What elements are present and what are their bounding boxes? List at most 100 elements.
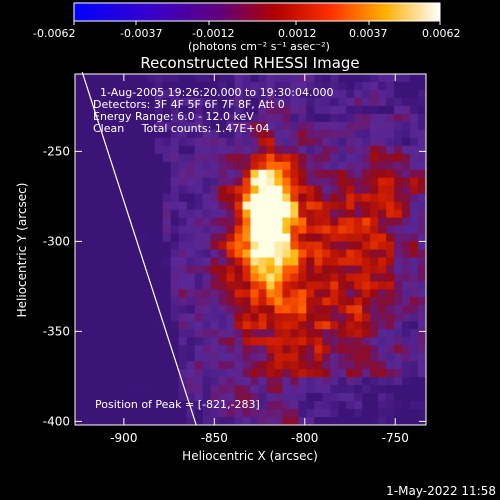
heatmap-cell (122, 265, 132, 274)
heatmap-cell (394, 369, 403, 378)
heatmap-cell (266, 169, 275, 179)
heatmap-cell (338, 153, 347, 163)
heatmap-cell (354, 329, 363, 338)
heatmap-cell (274, 89, 283, 99)
heatmap-cell (154, 137, 164, 147)
heatmap-cell (338, 225, 347, 234)
heatmap-cell (154, 241, 164, 250)
heatmap-cell (378, 217, 387, 226)
heatmap-cell (226, 233, 235, 242)
heatmap-cell (130, 177, 140, 187)
heatmap-cell (194, 393, 204, 402)
heatmap-cell (82, 121, 92, 131)
heatmap-cell (394, 353, 403, 362)
heatmap-cell (98, 241, 108, 250)
heatmap-cell (298, 417, 307, 425)
heatmap-cell (338, 353, 347, 362)
heatmap-cell (290, 225, 299, 234)
heatmap-cell (266, 337, 275, 346)
heatmap-cell (290, 289, 299, 298)
heatmap-cell (306, 257, 315, 266)
heatmap-cell (266, 281, 275, 290)
heatmap-cell (282, 305, 291, 314)
heatmap-cell (346, 313, 355, 322)
heatmap-cell (218, 193, 227, 203)
heatmap-cell (410, 145, 419, 155)
heatmap-cell (306, 217, 315, 226)
heatmap-cell (202, 281, 212, 290)
heatmap-cell (362, 209, 371, 218)
heatmap-cell (362, 289, 371, 298)
heatmap-cell (314, 273, 323, 282)
heatmap-cell (362, 273, 371, 282)
heatmap-cell (410, 177, 419, 187)
heatmap-cell (418, 209, 426, 218)
heatmap-cell (386, 273, 395, 282)
heatmap-cell (258, 217, 267, 226)
heatmap-cell (226, 113, 235, 123)
heatmap-cell (346, 305, 355, 314)
heatmap-cell (418, 233, 426, 242)
heatmap-cell (386, 74, 395, 83)
heatmap-cell (234, 289, 243, 298)
heatmap-cell (194, 233, 204, 242)
heatmap-cell (274, 297, 283, 306)
heatmap-cell (314, 385, 323, 394)
heatmap-cell (330, 385, 339, 394)
heatmap-cell (338, 305, 347, 314)
heatmap-cell (234, 129, 243, 139)
heatmap-cell (386, 345, 395, 354)
heatmap-cell (194, 385, 204, 394)
heatmap-cell (378, 385, 387, 394)
heatmap-cell (322, 417, 331, 425)
heatmap-cell (282, 137, 291, 147)
heatmap-cell (234, 297, 243, 306)
heatmap-cell (274, 97, 283, 107)
heatmap-cell (218, 185, 227, 195)
heatmap-cell (386, 329, 395, 338)
heatmap-cell (354, 113, 363, 123)
heatmap-cell (226, 97, 235, 107)
heatmap-cell (418, 201, 426, 211)
heatmap-cell (218, 417, 227, 425)
heatmap-cell (298, 185, 307, 195)
heatmap-cell (266, 249, 275, 258)
heatmap-cell (354, 345, 363, 354)
heatmap-cell (250, 329, 259, 338)
heatmap-cell (354, 129, 363, 139)
heatmap-cell (106, 209, 116, 218)
heatmap-cell (82, 201, 92, 211)
heatmap-cell (266, 313, 275, 322)
heatmap-cell (322, 409, 331, 418)
heatmap-cell (130, 289, 140, 298)
heatmap-cell (75, 369, 84, 378)
heatmap-cell (282, 353, 291, 362)
heatmap-cell (362, 305, 371, 314)
heatmap-cell (250, 337, 259, 346)
heatmap-cell (234, 209, 243, 218)
heatmap-cell (75, 249, 84, 258)
heatmap-cell (242, 337, 251, 346)
heatmap-cell (226, 241, 235, 250)
heatmap-cell (226, 105, 235, 115)
heatmap-cell (75, 273, 84, 282)
heatmap-cell (146, 273, 156, 282)
heatmap-cell (394, 313, 403, 322)
heatmap-cell (242, 81, 251, 91)
heatmap-cell (178, 113, 188, 123)
heatmap-cell (394, 161, 403, 171)
heatmap-cell (266, 297, 275, 306)
heatmap-cell (354, 161, 363, 171)
heatmap-cell (218, 89, 227, 99)
heatmap-cell (362, 145, 371, 155)
heatmap-cell (402, 281, 411, 290)
heatmap-cell (90, 281, 100, 290)
heatmap-cell (226, 369, 235, 378)
heatmap-cell (146, 305, 156, 314)
heatmap-cell (114, 401, 124, 410)
heatmap-cell (250, 193, 259, 203)
heatmap-cell (338, 185, 347, 195)
heatmap-cell (75, 321, 84, 330)
heatmap-cell (370, 273, 379, 282)
